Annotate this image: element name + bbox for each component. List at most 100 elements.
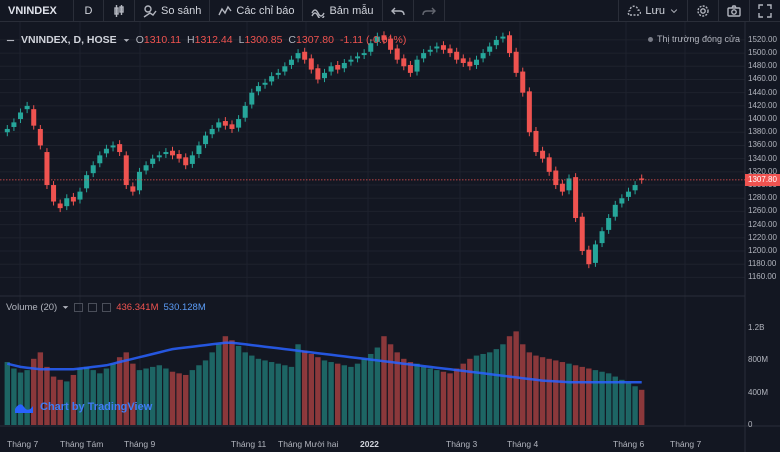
chevron-down-icon[interactable] [123, 37, 130, 44]
volume-bar [242, 352, 248, 425]
candle-body [57, 203, 63, 209]
volume-bar [592, 370, 599, 425]
candle [460, 54, 466, 67]
volume-bar [361, 358, 367, 425]
indicators-label: Các chỉ báo [236, 4, 295, 17]
candle-body [97, 155, 103, 164]
settings-button[interactable] [688, 0, 719, 22]
candle [64, 194, 70, 211]
volume-bar [473, 355, 480, 425]
volume-bar [4, 362, 11, 425]
volume-bar [149, 366, 156, 425]
status-dot-icon [648, 36, 653, 42]
volume-bar [387, 344, 394, 425]
candle [427, 45, 433, 56]
indicators-button[interactable]: Các chỉ báo [210, 0, 304, 22]
chevron-down-icon[interactable] [62, 304, 69, 311]
candle [579, 212, 585, 255]
volume-bar [103, 368, 110, 425]
volume-bar [183, 374, 189, 425]
price-series [4, 31, 645, 269]
time-tick-label: 2022 [360, 439, 379, 449]
candle-body [163, 152, 169, 155]
candle-body [639, 178, 645, 180]
volume-bar [156, 365, 162, 425]
candle [632, 181, 638, 195]
collapse-icon[interactable] [6, 36, 15, 45]
volume-bar [500, 344, 506, 425]
volume-bar [321, 360, 328, 425]
tradingview-brand[interactable]: Chart by TradingView [14, 400, 152, 414]
price-tick-label: 1320.00 [748, 166, 777, 176]
candle-body [288, 59, 294, 65]
candle [414, 55, 420, 76]
candle [77, 187, 83, 204]
volume-tick-label: 800M [748, 355, 769, 365]
volume-bar [348, 366, 354, 425]
candle [566, 174, 572, 195]
volume-bar [401, 358, 407, 425]
volume-bar [341, 365, 348, 425]
candle [526, 87, 532, 137]
candle-body [64, 198, 70, 207]
volume-bar [440, 371, 447, 425]
volume-bar [612, 376, 618, 425]
symbol-search-button[interactable]: VNINDEX [0, 0, 74, 22]
candle-body [434, 46, 440, 49]
candle [209, 125, 215, 139]
candle-body [632, 185, 638, 191]
volume-ma-line [7, 341, 642, 384]
candle [117, 140, 123, 157]
remove-icon[interactable] [102, 303, 112, 312]
chart-area[interactable]: VNINDEX, D, HOSE O1310.11 H1312.44 L1300… [0, 22, 780, 452]
chart-type-button[interactable] [104, 0, 135, 22]
candle-body [467, 61, 473, 67]
candle [242, 101, 248, 122]
fullscreen-button[interactable] [750, 0, 780, 22]
templates-button[interactable]: Bản mẫu [303, 0, 383, 22]
volume-bar [526, 352, 533, 425]
compare-button[interactable]: So sánh [135, 0, 211, 22]
time-tick-label: Tháng 7 [670, 439, 702, 449]
candle-body [123, 155, 129, 186]
volume-label[interactable]: Volume (20) [6, 302, 58, 313]
price-tick-label: 1160.00 [748, 272, 777, 282]
candle [368, 39, 374, 56]
candle [51, 181, 57, 206]
volume-bar [110, 363, 116, 425]
price-tick-label: 1240.00 [748, 219, 777, 229]
snapshot-button[interactable] [719, 0, 750, 22]
volume-bar [539, 357, 546, 425]
candle-body [361, 53, 367, 56]
candle-body [136, 171, 142, 191]
legend-symbol[interactable]: VNINDEX, D, HOSE [21, 34, 117, 46]
volume-bar [493, 349, 500, 425]
candle-body [24, 105, 30, 110]
candle [341, 59, 347, 73]
chart-grid [0, 22, 745, 426]
time-tick-label: Tháng 3 [446, 439, 478, 449]
volume-bar [394, 352, 400, 425]
chart-canvas[interactable] [0, 22, 780, 452]
candle-body [315, 68, 321, 80]
volume-bar [196, 365, 202, 425]
settings-icon[interactable] [88, 303, 98, 312]
candle-body [460, 58, 466, 63]
candle [262, 78, 268, 89]
undo-button[interactable] [383, 0, 414, 22]
candle-body [249, 92, 255, 105]
candle [592, 240, 598, 267]
visibility-icon[interactable] [74, 303, 84, 312]
candle-body [507, 35, 513, 54]
candle [493, 35, 499, 50]
volume-bar [136, 370, 143, 425]
save-button[interactable]: Lưu [618, 0, 688, 22]
price-tick-label: 1380.00 [748, 127, 777, 137]
candle-body [130, 186, 136, 192]
interval-button[interactable]: D [74, 0, 104, 22]
redo-button[interactable] [414, 0, 445, 22]
candle-body [540, 150, 546, 159]
volume-bar [420, 366, 427, 425]
volume-bar [70, 374, 77, 425]
volume-bar [235, 345, 242, 425]
